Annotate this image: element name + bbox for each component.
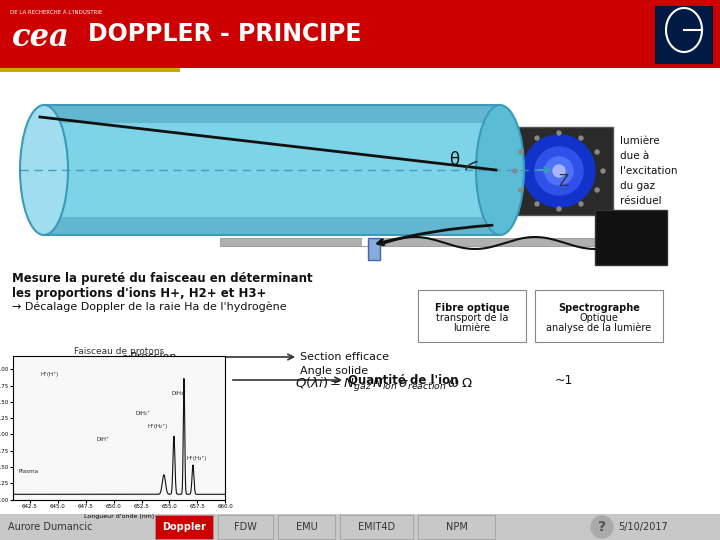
Bar (535, 290, 663, 342)
Text: Aurore Dumancic: Aurore Dumancic (8, 522, 92, 532)
Text: FDW: FDW (234, 522, 257, 532)
Text: ~Pression: ~Pression (122, 352, 178, 362)
Bar (418, 515, 495, 539)
Text: lumière: lumière (454, 323, 490, 333)
Circle shape (595, 188, 599, 192)
Text: ?: ? (598, 520, 606, 534)
Text: Doppler: Doppler (162, 522, 206, 532)
Bar (220, 238, 600, 246)
Text: $Q(\lambda i) = N_{gaz}\, N_{ion}\, \sigma_{r\acute{e}action}\, \omega\, \Omega$: $Q(\lambda i) = N_{gaz}\, N_{ion}\, \sig… (295, 376, 473, 394)
Circle shape (579, 202, 583, 206)
Text: Z: Z (558, 174, 568, 190)
Text: lumière
due à
l'excitation
du gaz
résiduel: lumière due à l'excitation du gaz résidu… (620, 137, 678, 206)
Circle shape (513, 169, 517, 173)
Text: → Décalage Doppler de la raie Ha de l'hydrogène: → Décalage Doppler de la raie Ha de l'hy… (12, 302, 287, 313)
Text: Lumière/raie: Lumière/raie (122, 375, 192, 385)
Bar (0, 0, 720, 68)
Circle shape (545, 157, 573, 185)
Title: Faisceau de protons: Faisceau de protons (74, 347, 164, 356)
Text: H°(H₂⁺): H°(H₂⁺) (147, 424, 167, 429)
Text: H°(H₃⁺): H°(H₃⁺) (186, 456, 207, 462)
Circle shape (579, 136, 583, 140)
Text: H°(H⁺): H°(H⁺) (41, 372, 59, 377)
Circle shape (601, 169, 605, 173)
Bar (418, 290, 526, 342)
Text: Angle solide: Angle solide (300, 366, 368, 376)
Circle shape (523, 135, 595, 207)
Circle shape (535, 202, 539, 206)
Text: cea: cea (12, 23, 70, 53)
Text: DIH₂⁺: DIH₂⁺ (136, 411, 151, 416)
Bar (368, 238, 380, 260)
Text: DIH⁺: DIH⁺ (96, 437, 109, 442)
Text: Optique: Optique (580, 313, 618, 323)
Ellipse shape (476, 105, 524, 235)
Text: EMIT4D: EMIT4D (358, 522, 395, 532)
Bar (44, 105, 500, 235)
Text: Fibre optique: Fibre optique (435, 303, 509, 313)
Text: Plasma: Plasma (19, 469, 39, 475)
Bar (0, 514, 720, 540)
Bar (218, 515, 273, 539)
Text: transport de la: transport de la (436, 313, 508, 323)
Circle shape (519, 188, 523, 192)
Text: ~1: ~1 (555, 374, 573, 387)
Ellipse shape (20, 105, 68, 235)
Bar (340, 515, 413, 539)
Text: Section efficace: Section efficace (300, 352, 389, 362)
Circle shape (535, 147, 583, 195)
Bar (655, 6, 713, 64)
Circle shape (591, 516, 613, 538)
Bar (362, 238, 382, 246)
Bar (44, 105, 500, 123)
Bar (595, 210, 667, 265)
Circle shape (519, 150, 523, 154)
Circle shape (557, 207, 561, 211)
Text: EMU: EMU (296, 522, 318, 532)
Text: NPM: NPM (446, 522, 467, 532)
Text: DIH₃⁺: DIH₃⁺ (171, 392, 186, 396)
Text: DOPPLER - PRINCIPE: DOPPLER - PRINCIPE (88, 22, 361, 46)
Circle shape (557, 131, 561, 135)
Circle shape (553, 165, 565, 177)
X-axis label: Longueur d'onde (nm): Longueur d'onde (nm) (84, 514, 154, 519)
Bar (155, 515, 213, 539)
Bar (0, 68, 180, 72)
Text: Quantité de l'ion: Quantité de l'ion (348, 374, 459, 387)
Text: 5/10/2017: 5/10/2017 (618, 522, 667, 532)
Text: Spectrographe: Spectrographe (558, 303, 640, 313)
Circle shape (595, 150, 599, 154)
Bar (44, 217, 500, 235)
Bar (505, 127, 613, 215)
Text: DE LA RECHERCHE À L'INDUSTRIE: DE LA RECHERCHE À L'INDUSTRIE (10, 10, 102, 15)
Text: Mesure la pureté du faisceau en déterminant: Mesure la pureté du faisceau en détermin… (12, 272, 312, 285)
Circle shape (535, 136, 539, 140)
Bar (278, 515, 335, 539)
Text: θ: θ (449, 151, 459, 169)
Text: analyse de la lumière: analyse de la lumière (546, 323, 652, 333)
Text: les proportions d'ions H+, H2+ et H3+: les proportions d'ions H+, H2+ et H3+ (12, 287, 266, 300)
